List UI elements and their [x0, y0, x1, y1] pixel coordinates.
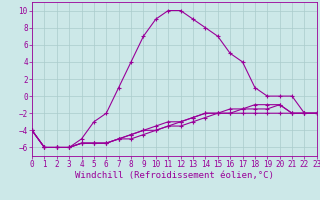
X-axis label: Windchill (Refroidissement éolien,°C): Windchill (Refroidissement éolien,°C): [75, 171, 274, 180]
